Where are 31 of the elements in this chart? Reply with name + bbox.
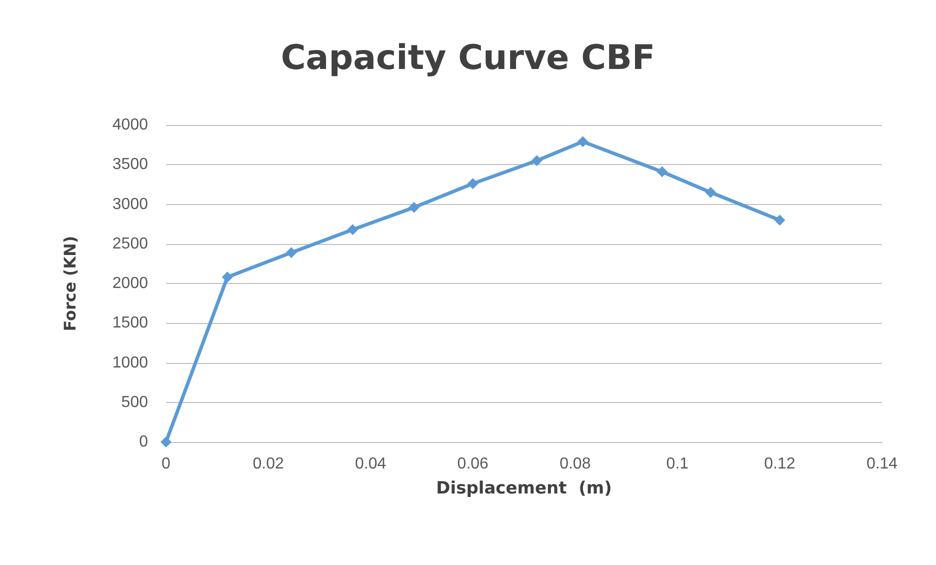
x-tick-label: 0 [162, 456, 171, 472]
point [286, 247, 297, 258]
x-tick-label: 0.08 [560, 456, 591, 472]
x-tick-label: 0.1 [666, 456, 689, 472]
x-tick-label: 0.04 [355, 456, 386, 472]
point [222, 272, 233, 283]
point [347, 224, 358, 236]
x-tick-label: 0.02 [252, 456, 284, 472]
point [467, 178, 478, 190]
x-tick-label: 0.14 [866, 456, 898, 472]
y-tick-label: 4000 [112, 116, 148, 134]
y-tick-label: 1500 [112, 314, 148, 332]
point [656, 166, 668, 178]
point [408, 202, 420, 213]
point [531, 155, 542, 166]
y-tick-label: 3500 [112, 156, 148, 174]
chart-title: Capacity Curve CBF [280, 38, 656, 78]
y-tick-label: 3000 [112, 196, 148, 213]
x-tick-label: 0.12 [764, 456, 796, 472]
point [774, 214, 786, 226]
y-tick-label: 1000 [112, 354, 148, 372]
x-axis-title: Displacement (m) [436, 478, 612, 498]
x-tick-label: 0.06 [457, 456, 489, 472]
y-tick-label: 0 [139, 434, 148, 450]
y-axis-title: Force (KN) [60, 236, 80, 332]
y-tick-label: 500 [121, 394, 148, 411]
point [160, 436, 172, 448]
y-tick-label: 2000 [112, 275, 148, 292]
y-tick-label: 2500 [112, 235, 148, 252]
point [705, 186, 716, 198]
point [577, 136, 588, 148]
